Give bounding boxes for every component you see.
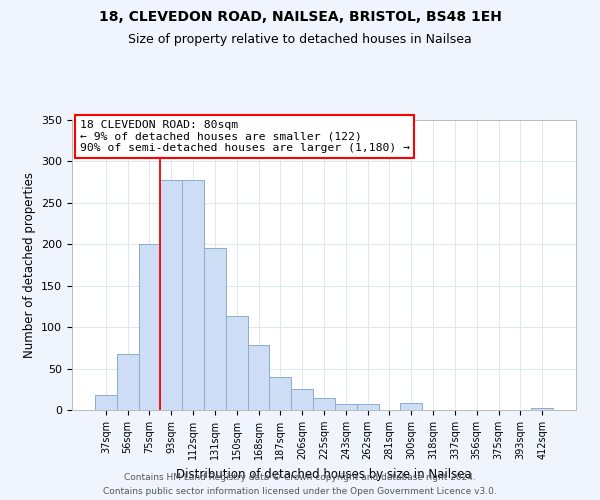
Bar	[400, 404, 422, 410]
Text: Size of property relative to detached houses in Nailsea: Size of property relative to detached ho…	[128, 32, 472, 46]
Bar	[182, 180, 204, 410]
Text: 18, CLEVEDON ROAD, NAILSEA, BRISTOL, BS48 1EH: 18, CLEVEDON ROAD, NAILSEA, BRISTOL, BS4…	[98, 10, 502, 24]
X-axis label: Distribution of detached houses by size in Nailsea: Distribution of detached houses by size …	[176, 468, 472, 480]
Bar	[357, 404, 379, 410]
Bar	[248, 344, 269, 410]
Bar	[95, 395, 117, 410]
Bar	[291, 390, 313, 410]
Text: 18 CLEVEDON ROAD: 80sqm
← 9% of detached houses are smaller (122)
90% of semi-de: 18 CLEVEDON ROAD: 80sqm ← 9% of detached…	[80, 120, 410, 153]
Y-axis label: Number of detached properties: Number of detached properties	[23, 172, 35, 358]
Bar	[139, 244, 160, 410]
Bar	[531, 408, 553, 410]
Text: Contains HM Land Registry data © Crown copyright and database right 2024.: Contains HM Land Registry data © Crown c…	[124, 472, 476, 482]
Bar	[160, 180, 182, 410]
Bar	[335, 404, 357, 410]
Bar	[269, 377, 291, 410]
Bar	[117, 354, 139, 410]
Text: Contains public sector information licensed under the Open Government Licence v3: Contains public sector information licen…	[103, 488, 497, 496]
Bar	[204, 248, 226, 410]
Bar	[226, 316, 248, 410]
Bar	[313, 398, 335, 410]
